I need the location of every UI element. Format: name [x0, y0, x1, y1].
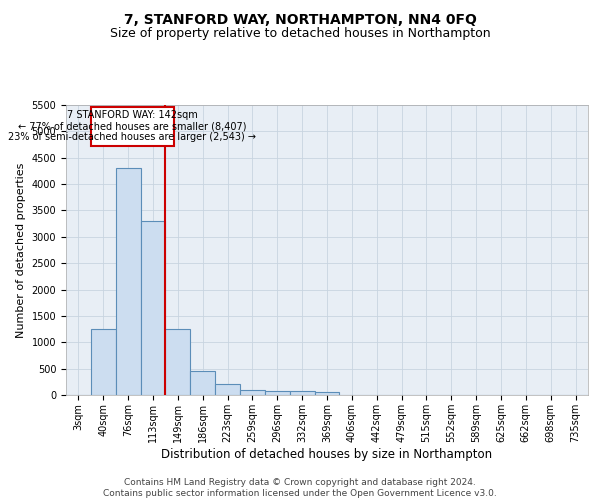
Text: Size of property relative to detached houses in Northampton: Size of property relative to detached ho…: [110, 28, 490, 40]
Bar: [116, 168, 140, 395]
Bar: [314, 392, 340, 395]
Text: ← 77% of detached houses are smaller (8,407): ← 77% of detached houses are smaller (8,…: [18, 121, 247, 131]
Text: 23% of semi-detached houses are larger (2,543) →: 23% of semi-detached houses are larger (…: [8, 132, 256, 142]
X-axis label: Distribution of detached houses by size in Northampton: Distribution of detached houses by size …: [161, 448, 493, 460]
Bar: [166, 329, 190, 395]
Text: 7, STANFORD WAY, NORTHAMPTON, NN4 0FQ: 7, STANFORD WAY, NORTHAMPTON, NN4 0FQ: [124, 12, 476, 26]
Bar: [91, 106, 174, 146]
Bar: [215, 384, 240, 395]
Bar: [265, 391, 290, 395]
Text: 7 STANFORD WAY: 142sqm: 7 STANFORD WAY: 142sqm: [67, 110, 198, 120]
Bar: [190, 372, 215, 395]
Text: Contains HM Land Registry data © Crown copyright and database right 2024.
Contai: Contains HM Land Registry data © Crown c…: [103, 478, 497, 498]
Y-axis label: Number of detached properties: Number of detached properties: [16, 162, 26, 338]
Bar: [240, 390, 265, 395]
Bar: [91, 329, 116, 395]
Bar: [290, 391, 314, 395]
Bar: [140, 221, 166, 395]
